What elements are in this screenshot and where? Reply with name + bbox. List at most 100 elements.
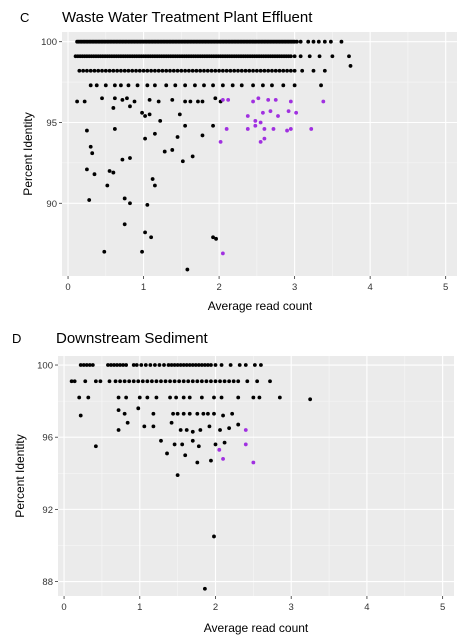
- data-point: [111, 68, 116, 73]
- data-point: [184, 428, 189, 432]
- data-point: [187, 395, 192, 400]
- data-point: [115, 363, 119, 367]
- data-point: [281, 68, 286, 73]
- data-point: [214, 236, 218, 241]
- data-points: [69, 363, 313, 591]
- data-point: [122, 68, 127, 73]
- x-axis-title: Average read count: [204, 621, 309, 635]
- data-point: [277, 395, 282, 400]
- data-point: [227, 379, 232, 384]
- data-point: [126, 83, 131, 88]
- data-point: [168, 68, 172, 73]
- data-point: [261, 83, 265, 88]
- data-point: [124, 395, 129, 400]
- data-point: [162, 149, 167, 154]
- data-point: [212, 395, 216, 400]
- data-point: [130, 68, 135, 73]
- data-point: [220, 68, 225, 73]
- data-point: [288, 54, 293, 59]
- highlighted-data-point: [253, 118, 258, 123]
- x-tick-label: 1: [141, 282, 146, 293]
- x-tick-label: 5: [443, 282, 448, 293]
- data-point: [232, 68, 237, 73]
- data-point: [183, 123, 188, 128]
- data-point: [339, 39, 344, 44]
- data-point: [147, 112, 152, 117]
- highlighted-data-point: [294, 110, 299, 115]
- data-point: [177, 379, 182, 384]
- data-point: [205, 68, 210, 73]
- data-point: [149, 68, 154, 73]
- data-point: [88, 68, 93, 73]
- data-point: [186, 68, 191, 73]
- x-axis-title: Average read count: [208, 299, 313, 313]
- data-point: [102, 249, 107, 254]
- data-point: [170, 97, 175, 102]
- x-tick-labels: 0 1 2 3 4 5: [65, 282, 448, 293]
- data-point: [211, 83, 215, 88]
- highlighted-data-point: [261, 110, 265, 115]
- data-point: [112, 83, 117, 88]
- data-point: [322, 68, 327, 73]
- data-point: [122, 196, 127, 201]
- data-point: [221, 413, 225, 418]
- data-point: [209, 363, 213, 367]
- data-point: [140, 249, 144, 254]
- data-point: [150, 177, 155, 181]
- data-point: [211, 123, 215, 128]
- data-point: [199, 379, 204, 384]
- data-point: [199, 363, 204, 367]
- data-point: [228, 68, 233, 73]
- data-point: [194, 68, 199, 73]
- data-point: [175, 411, 180, 416]
- data-point: [195, 460, 200, 465]
- data-point: [178, 363, 183, 367]
- data-point: [154, 379, 159, 384]
- highlighted-data-point: [266, 97, 271, 102]
- chart-panel-c: C Waste Water Treatment Plant Effluent 9…: [20, 9, 457, 313]
- data-point: [94, 83, 99, 88]
- data-point: [209, 379, 213, 384]
- data-point: [164, 83, 169, 88]
- highlighted-data-point: [288, 99, 293, 104]
- data-point: [156, 68, 161, 73]
- data-point: [181, 395, 186, 400]
- data-point: [92, 68, 97, 73]
- data-point: [81, 68, 86, 73]
- data-point: [181, 411, 186, 416]
- data-point: [236, 395, 241, 400]
- y-tick-labels: 88 92 96 100: [37, 361, 53, 589]
- y-tick-label: 96: [42, 433, 53, 444]
- data-point: [243, 68, 248, 73]
- data-point: [213, 68, 218, 73]
- data-point: [172, 442, 177, 447]
- data-point: [160, 68, 165, 73]
- data-point: [153, 131, 157, 136]
- highlighted-data-point: [309, 127, 314, 131]
- data-point: [245, 379, 250, 384]
- data-point: [134, 363, 139, 367]
- highlighted-data-point: [243, 442, 248, 447]
- data-point: [168, 395, 172, 400]
- highlighted-data-point: [285, 128, 289, 133]
- data-point: [93, 444, 98, 449]
- data-point: [169, 420, 174, 425]
- data-point: [112, 96, 117, 101]
- data-point: [137, 68, 142, 73]
- data-point: [88, 83, 93, 88]
- data-point: [227, 426, 232, 431]
- x-tick-label: 5: [440, 602, 445, 613]
- data-point: [107, 68, 112, 73]
- data-point: [177, 112, 182, 117]
- data-point: [111, 170, 116, 175]
- data-point: [77, 395, 82, 400]
- data-point: [183, 83, 188, 88]
- highlighted-data-point: [245, 114, 250, 118]
- data-point: [149, 235, 154, 240]
- data-point: [116, 408, 121, 413]
- x-tick-label: 3: [292, 282, 297, 293]
- data-point: [254, 68, 259, 73]
- data-point: [202, 83, 206, 88]
- data-point: [319, 83, 323, 88]
- data-point: [131, 379, 136, 384]
